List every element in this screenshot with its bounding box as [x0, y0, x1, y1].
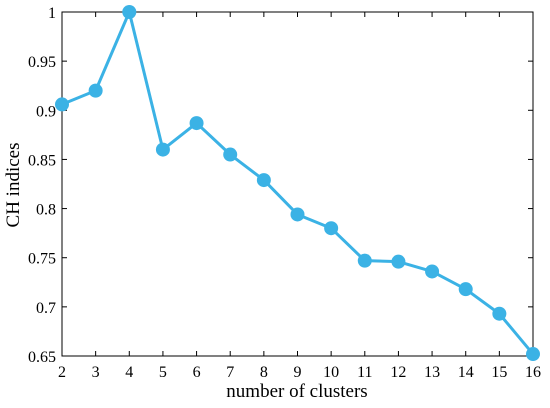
y-tick-label: 0.75	[28, 251, 56, 268]
x-tick-label: 7	[226, 364, 234, 381]
y-tick-label: 0.8	[36, 202, 56, 219]
x-tick-label: 4	[125, 364, 133, 381]
y-tick-label: 0.65	[28, 349, 56, 366]
y-tick-label: 0.9	[36, 103, 56, 120]
data-point	[458, 282, 473, 297]
data-point	[290, 207, 305, 222]
data-point	[425, 264, 440, 279]
axes-box	[61, 11, 534, 357]
y-tick-label: 1	[48, 5, 56, 22]
y-axis-label: CH indices	[3, 143, 24, 228]
y-axis-ticks: 0.65 0.7 0.75 0.8 0.85 0.9 0.95 1	[28, 5, 533, 366]
x-tick-label: 9	[294, 364, 302, 381]
x-tick-label: 14	[458, 364, 474, 381]
x-axis-ticks: 2 3 4 5 6 7 8 9 10 11 12 13 14 15 16	[58, 12, 541, 381]
x-tick-label: 15	[491, 364, 507, 381]
data-point	[526, 347, 540, 362]
y-tick-label: 0.85	[28, 152, 56, 169]
data-point	[324, 221, 339, 236]
x-tick-label: 11	[357, 364, 372, 381]
data-point	[357, 253, 372, 268]
x-tick-label: 5	[159, 364, 167, 381]
series-line	[61, 10, 535, 355]
x-tick-label: 8	[260, 364, 268, 381]
data-point	[256, 173, 271, 188]
data-point	[155, 142, 170, 157]
series-layer	[55, 5, 540, 362]
x-tick-label: 3	[92, 364, 100, 381]
data-point	[55, 97, 69, 112]
x-tick-label: 16	[525, 364, 541, 381]
x-axis-label: number of clusters	[226, 381, 367, 402]
x-tick-label: 2	[58, 364, 66, 381]
y-tick-label: 0.95	[28, 54, 56, 71]
x-tick-label: 13	[424, 364, 440, 381]
plot-frame	[61, 11, 534, 357]
data-point	[189, 116, 204, 131]
data-point	[88, 83, 103, 98]
data-point	[122, 5, 137, 19]
data-point	[492, 306, 507, 321]
x-tick-label: 12	[390, 364, 406, 381]
x-tick-label: 6	[193, 364, 201, 381]
x-tick-label: 10	[323, 364, 339, 381]
data-point	[391, 254, 406, 269]
data-point	[223, 147, 238, 162]
y-tick-label: 0.7	[36, 300, 56, 317]
